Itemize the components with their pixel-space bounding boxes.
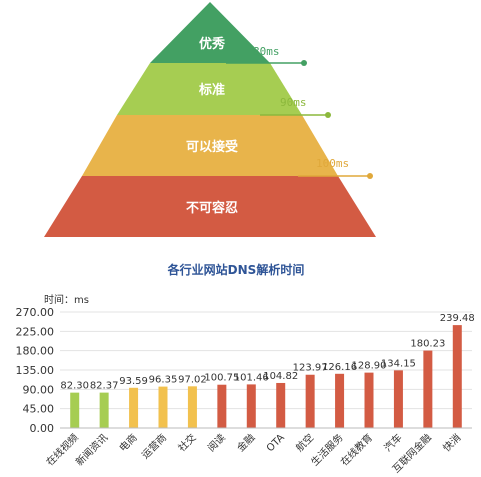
y-tick-label: 225.00 xyxy=(16,325,55,338)
x-tick-label: 新闻资讯 xyxy=(73,431,110,468)
x-tick-label: 阅读 xyxy=(205,431,228,454)
x-tick-label: 快消 xyxy=(440,431,463,454)
y-tick-label: 270.00 xyxy=(16,306,55,319)
y-tick-label: 135.00 xyxy=(16,364,55,377)
pyramid-tier-intolerable xyxy=(44,176,376,237)
bar xyxy=(276,382,286,428)
bar xyxy=(393,370,403,428)
data-label: 104.82 xyxy=(263,371,298,382)
data-labels: 82.30 82.37 93.59 96.35 97.02100.75101.46104… xyxy=(60,313,474,392)
threshold-label-90: 90ms xyxy=(280,96,307,109)
performance-pyramid: 优秀 标准 可以接受 不可容忍 80ms 90ms 100ms xyxy=(44,2,376,237)
data-label: 126.16 xyxy=(322,362,357,373)
data-label: 96.35 xyxy=(149,375,178,386)
threshold-label-100: 100ms xyxy=(316,157,349,170)
bar xyxy=(364,372,374,428)
bar xyxy=(129,387,139,428)
pyramid-label-excellent: 优秀 xyxy=(199,36,226,52)
data-label: 134.15 xyxy=(381,358,416,369)
chart-title: 各行业网站DNS解析时间 xyxy=(167,262,305,277)
y-axis-ticks: 0.00 45.00 90.00 135.00 180.00 225.00 270.00 xyxy=(16,306,55,435)
bar xyxy=(99,392,109,428)
data-label: 100.75 xyxy=(204,373,239,384)
data-label: 101.46 xyxy=(234,372,269,383)
y-axis-label: 时间：ms xyxy=(44,293,89,306)
data-label: 82.37 xyxy=(90,381,119,392)
data-label: 239.48 xyxy=(440,313,475,324)
x-axis-ticks: 在线视频新闻资讯 电商 运营商 社交 阅读 金融 OTA 航空生活服务在线教育 汽车互联网金融快… xyxy=(43,431,463,476)
y-tick-label: 45.00 xyxy=(23,403,55,416)
x-tick-label: 金融 xyxy=(234,431,257,454)
x-tick-label: 运营商 xyxy=(139,431,169,461)
data-label: 93.59 xyxy=(119,376,148,387)
bar xyxy=(335,373,345,428)
bar xyxy=(70,392,80,428)
bar xyxy=(452,325,462,428)
pyramid-label-standard: 标准 xyxy=(198,82,225,98)
pyramid-label-acceptable: 可以接受 xyxy=(186,139,238,155)
pyramid-tier-standard xyxy=(117,63,302,115)
y-tick-label: 0.00 xyxy=(30,422,55,435)
y-tick-label: 90.00 xyxy=(23,383,55,396)
bar xyxy=(246,384,256,428)
bar xyxy=(187,386,197,428)
x-tick-label: OTA xyxy=(265,432,287,454)
x-tick-label: 在线教育 xyxy=(338,431,375,468)
pyramid-label-intolerable: 不可容忍 xyxy=(186,200,238,216)
threshold-dot-100 xyxy=(367,173,373,179)
threshold-label-80: 80ms xyxy=(253,45,280,58)
x-tick-label: 电商 xyxy=(116,431,139,454)
y-tick-label: 180.00 xyxy=(16,345,55,358)
data-label: 180.23 xyxy=(410,339,445,350)
x-tick-label: 汽车 xyxy=(381,431,404,454)
pyramid-tier-acceptable xyxy=(82,115,338,176)
data-label: 123.97 xyxy=(293,363,328,374)
x-tick-label: 航空 xyxy=(293,431,316,454)
bar xyxy=(423,350,433,428)
data-label: 128.90 xyxy=(352,361,387,372)
x-tick-label: 社交 xyxy=(175,431,198,454)
threshold-dot-90 xyxy=(325,112,331,118)
bar xyxy=(217,384,227,428)
bar xyxy=(158,386,168,428)
data-label: 97.02 xyxy=(178,374,207,385)
data-label: 82.30 xyxy=(60,381,89,392)
pyramid-tier-excellent xyxy=(150,2,270,63)
threshold-dot-80 xyxy=(301,60,307,66)
bars xyxy=(70,325,462,428)
bar xyxy=(305,374,315,428)
